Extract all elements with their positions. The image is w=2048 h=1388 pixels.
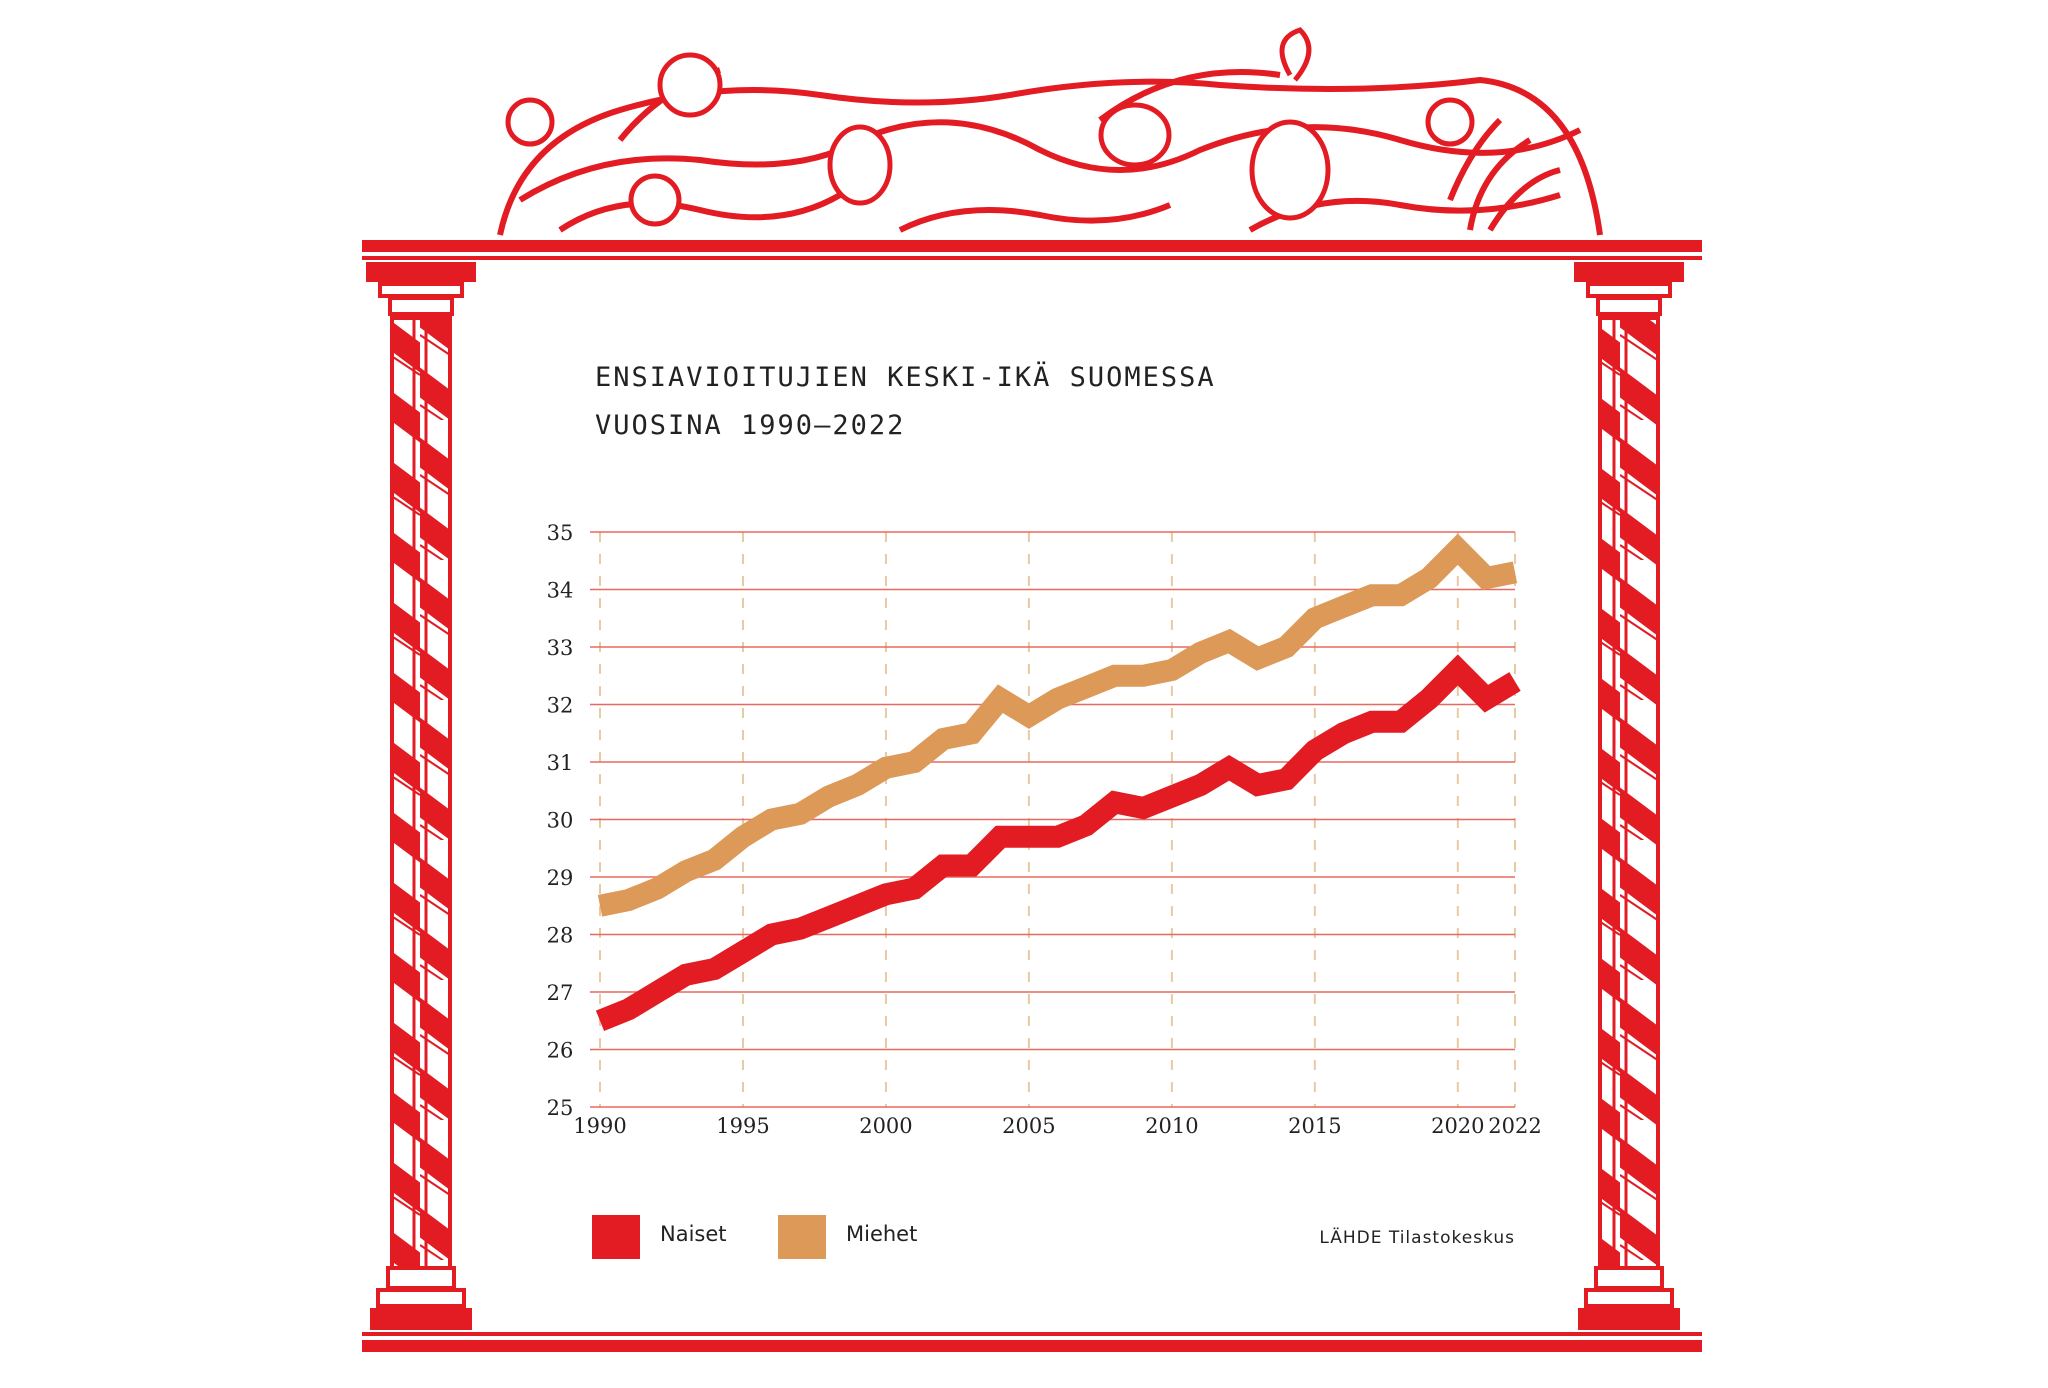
x-tick-label: 2005 — [1002, 1114, 1055, 1138]
chart-series — [595, 533, 1521, 1032]
y-tick-label: 33 — [547, 636, 574, 660]
left-column — [366, 262, 476, 1330]
x-tick-label: 2010 — [1145, 1114, 1198, 1138]
y-tick-label: 31 — [547, 751, 574, 775]
chart-grid — [590, 531, 1516, 1108]
series-line-miehet — [597, 533, 1518, 917]
series-line-naiset — [595, 654, 1521, 1032]
y-axis-ticks: 25 26 27 28 29 30 31 32 33 34 35 — [547, 521, 574, 1120]
right-column — [1574, 262, 1684, 1330]
chart-title: ENSIAVIOITUJIEN KESKI-IKÄ SUOMESSA VUOSI… — [595, 361, 1216, 441]
bottom-bar — [362, 1340, 1702, 1352]
y-tick-label: 26 — [547, 1039, 574, 1063]
x-tick-label: 2020 — [1431, 1114, 1484, 1138]
y-tick-label: 35 — [547, 521, 574, 545]
title-line-2: VUOSINA 1990–2022 — [595, 410, 905, 441]
flower-ornaments — [505, 27, 1475, 227]
x-tick-label: 1995 — [716, 1114, 769, 1138]
y-tick-label: 28 — [547, 924, 574, 948]
y-tick-label: 30 — [547, 809, 574, 833]
source-label: LÄHDE Tilastokeskus — [1319, 1227, 1515, 1248]
legend-label-naiset: Naiset — [660, 1222, 727, 1246]
y-tick-label: 34 — [547, 579, 574, 603]
x-tick-label: 1990 — [573, 1114, 626, 1138]
top-bar — [362, 240, 1702, 252]
x-tick-label: 2015 — [1288, 1114, 1341, 1138]
y-tick-label: 27 — [547, 981, 574, 1005]
x-axis-ticks: 1990 1995 2000 2005 2010 2015 2020 2022 — [573, 1114, 1541, 1138]
legend-swatch-miehet — [778, 1215, 826, 1259]
x-tick-label: 2000 — [859, 1114, 912, 1138]
x-tick-label: 2022 — [1488, 1114, 1541, 1138]
legend: Naiset Miehet — [592, 1215, 917, 1259]
decorative-frame — [362, 27, 1702, 1352]
y-tick-label: 25 — [547, 1096, 574, 1120]
title-line-1: ENSIAVIOITUJIEN KESKI-IKÄ SUOMESSA — [595, 361, 1216, 393]
legend-label-miehet: Miehet — [846, 1222, 917, 1246]
legend-swatch-naiset — [592, 1215, 640, 1259]
y-tick-label: 29 — [547, 866, 574, 890]
y-tick-label: 32 — [547, 694, 574, 718]
